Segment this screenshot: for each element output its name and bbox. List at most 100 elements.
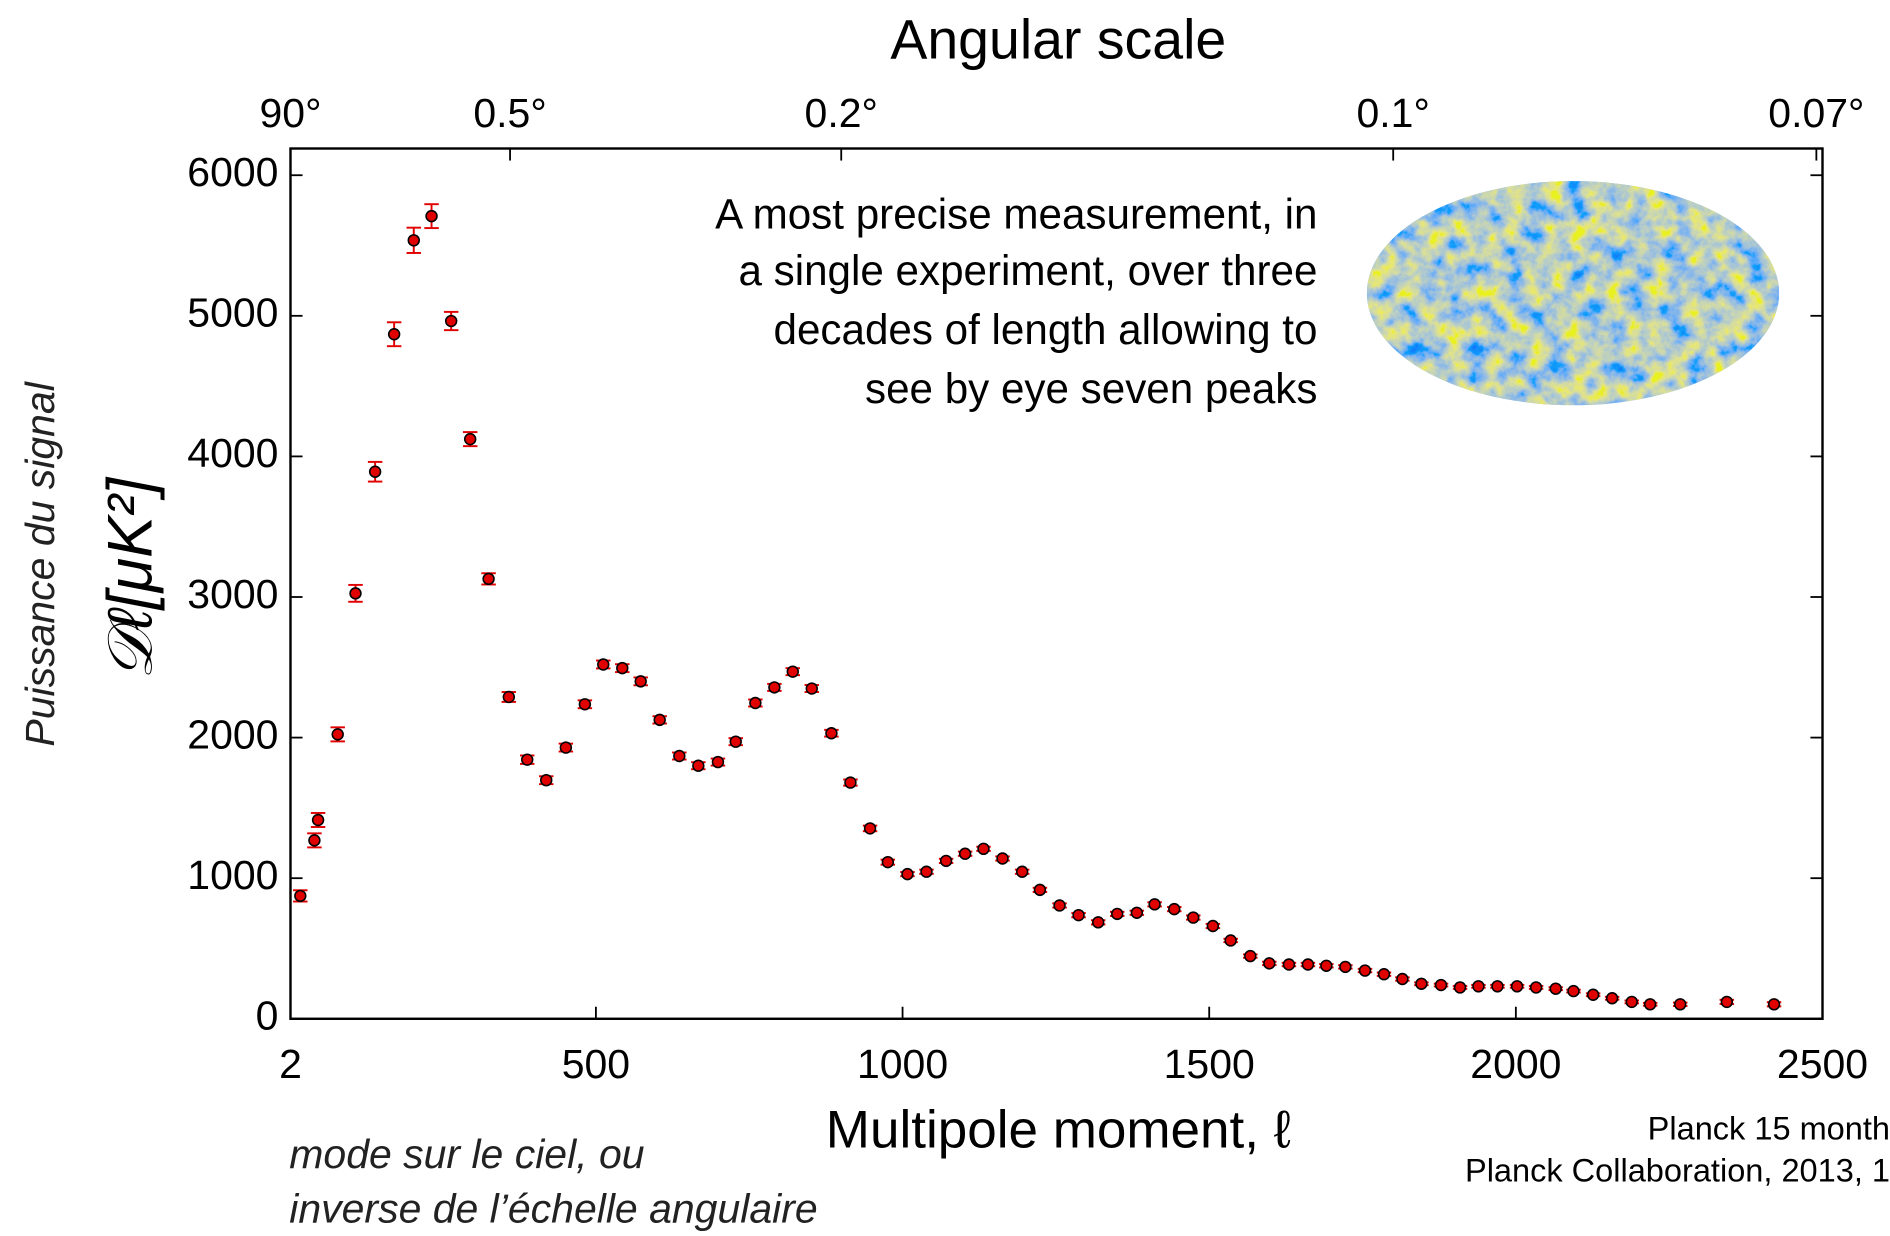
data-point xyxy=(1434,978,1448,992)
data-point xyxy=(729,735,742,748)
data-point xyxy=(1130,906,1144,919)
data-point xyxy=(805,682,818,695)
data-point xyxy=(673,749,686,763)
data-point xyxy=(1111,907,1124,921)
y-tick-label: 1000 xyxy=(187,852,278,898)
y-tick-label: 2000 xyxy=(187,711,278,757)
sky-map xyxy=(1366,181,1780,406)
data-point xyxy=(1339,960,1352,974)
data-point xyxy=(1491,980,1504,993)
data-point xyxy=(1529,981,1543,994)
annotation: see by eye seven peaks xyxy=(865,365,1317,412)
data-point xyxy=(1549,982,1562,995)
data-point xyxy=(1206,919,1220,933)
data-point xyxy=(311,813,325,827)
annotation: A most precise measurement, in xyxy=(715,190,1317,237)
data-point xyxy=(920,865,933,878)
data-point xyxy=(977,842,990,856)
data-point xyxy=(540,773,553,787)
data-point xyxy=(1282,958,1296,971)
x2-tick-label: 90° xyxy=(260,90,322,136)
annotation: decades of length allowing to xyxy=(774,306,1318,353)
x-tick-label: 500 xyxy=(562,1041,630,1087)
data-point xyxy=(1187,911,1200,924)
data-point xyxy=(749,696,762,710)
data-point xyxy=(634,675,647,688)
data-point xyxy=(387,328,401,341)
data-point xyxy=(1148,898,1161,911)
data-point xyxy=(1168,902,1181,916)
data-point xyxy=(939,854,953,868)
data-point xyxy=(844,776,857,789)
x-tick-label: 1000 xyxy=(857,1041,948,1087)
y-tick-label: 5000 xyxy=(187,290,278,336)
data-point xyxy=(1263,957,1276,970)
data-point xyxy=(1767,998,1781,1011)
y-tick-label: 6000 xyxy=(187,149,278,195)
data-point xyxy=(958,847,972,860)
plot-frame xyxy=(289,147,1824,1020)
data-point xyxy=(1625,995,1638,1009)
x-note: inverse de l’échelle angulaire xyxy=(289,1185,817,1231)
data-point xyxy=(1033,883,1047,897)
data-point xyxy=(881,855,895,869)
data-point xyxy=(578,698,592,711)
x-tick-label: 2 xyxy=(279,1041,302,1087)
data-point xyxy=(1586,988,1600,1001)
data-point xyxy=(653,713,666,727)
data-point xyxy=(1415,977,1428,990)
x2-tick-label: 0.07° xyxy=(1768,90,1864,136)
data-point xyxy=(711,755,725,769)
x-tick-label: 2500 xyxy=(1777,1041,1868,1087)
y-note: Puissance du signal xyxy=(17,380,63,746)
data-point xyxy=(1472,980,1485,993)
data-point xyxy=(1720,995,1734,1009)
data-point xyxy=(1643,998,1657,1011)
data-point xyxy=(1396,972,1409,986)
data-point xyxy=(1320,959,1333,972)
data-point xyxy=(1301,958,1315,971)
x-note: mode sur le ciel, ou xyxy=(289,1131,644,1177)
data-point xyxy=(294,889,307,903)
credit: Planck Collaboration, 2013, 1 xyxy=(1465,1153,1890,1189)
data-point xyxy=(786,665,799,678)
data-point xyxy=(308,834,321,847)
x-tick-label: 2000 xyxy=(1470,1041,1561,1087)
x2-tick-label: 0.2° xyxy=(805,90,878,136)
data-point xyxy=(349,587,362,600)
data-point xyxy=(863,822,877,835)
data-point xyxy=(825,727,838,740)
data-point xyxy=(1605,992,1619,1005)
data-point xyxy=(1510,980,1524,993)
data-point xyxy=(407,234,420,247)
data-point xyxy=(1053,899,1066,912)
data-point xyxy=(368,465,382,478)
data-point xyxy=(901,867,914,881)
y-axis-label: 𝒟ℓ[μK²] xyxy=(96,476,166,680)
x2-tick-label: 0.5° xyxy=(473,90,546,136)
data-point xyxy=(616,661,629,675)
data-point xyxy=(521,753,534,766)
data-point xyxy=(1674,998,1687,1011)
data-point xyxy=(768,681,781,694)
data-point xyxy=(559,741,573,754)
data-point xyxy=(692,759,705,772)
data-point xyxy=(331,728,344,741)
data-point xyxy=(1567,984,1580,998)
y-tick-label: 0 xyxy=(256,993,279,1039)
annotation: a single experiment, over three xyxy=(738,247,1317,294)
x-axis-label: Multipole moment, ℓ xyxy=(826,1100,1291,1159)
data-point xyxy=(1244,949,1257,963)
data-point xyxy=(425,209,438,223)
data-point xyxy=(996,852,1009,865)
y-tick-label: 4000 xyxy=(187,430,278,476)
data-point xyxy=(1377,968,1391,981)
x2-tick-label: 0.1° xyxy=(1357,90,1430,136)
data-point xyxy=(597,658,610,671)
x-tick-label: 1500 xyxy=(1164,1041,1255,1087)
data-point xyxy=(1015,865,1029,878)
data-point xyxy=(444,314,458,328)
data-point xyxy=(1072,908,1085,922)
